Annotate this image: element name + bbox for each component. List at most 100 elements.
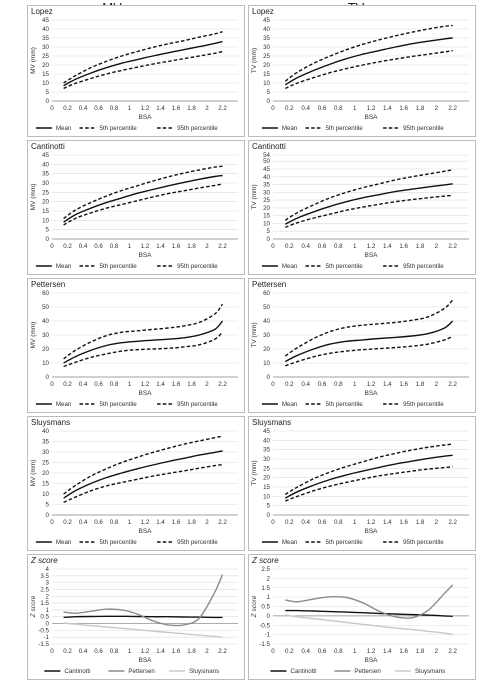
x-tick-label: 0.2	[63, 519, 72, 526]
y-tick-label: 25	[42, 53, 49, 60]
y-tick-label: 5	[46, 502, 50, 509]
y-tick-label: 45	[263, 17, 270, 24]
series-line-mean	[284, 320, 454, 363]
x-tick-label: 0	[50, 381, 54, 388]
x-tick-label: 1.8	[416, 243, 425, 250]
series-line-95th-percentile	[284, 299, 454, 357]
y-axis-title: MV (mm)	[30, 322, 37, 349]
y-tick-label: 30	[42, 332, 49, 339]
x-tick-label: 1	[353, 243, 357, 250]
chart-tv-lopez: 0 5 10 15 20 25 30 35 40 45 0 0.2 0.4 0.6 0.8 1 1.2 1.4 1.…	[251, 17, 469, 132]
x-tick-label: 1.6	[399, 105, 408, 112]
y-tick-label: 5	[267, 228, 271, 235]
panel-title: Lopez	[252, 7, 274, 16]
y-tick-label: 15	[263, 71, 270, 78]
y-tick-label: 30	[263, 456, 270, 463]
x-tick-label: 0.6	[318, 381, 327, 388]
x-tick-label: 0.4	[301, 105, 310, 112]
x-tick-label: 1.2	[141, 105, 150, 112]
panel-tv-zscore: Z score -1.5 -1 -0.5 0 0.5 1 1.5 2 2.5 0 0.2 0.4 0.6…	[248, 554, 476, 680]
y-tick-label: 5	[46, 227, 50, 234]
x-axis-title: BSA	[138, 252, 152, 259]
x-tick-label: 0.2	[63, 381, 72, 388]
series-line-5th-percentile	[63, 331, 223, 368]
series-line-mean	[63, 174, 223, 223]
x-tick-label: 0.4	[79, 648, 88, 655]
x-tick-label: 2.2	[448, 105, 457, 112]
y-tick-label: 20	[42, 346, 49, 353]
legend-label: 5th percentile	[326, 263, 364, 270]
x-tick-label: 0.6	[94, 105, 103, 112]
chart-mv-cantinotti: 0 5 10 15 20 25 30 35 40 45 0 0.2 0.4 0.6 0.8 1 1.2 1.4 1.…	[30, 152, 238, 270]
x-tick-label: 0	[271, 105, 275, 112]
y-tick-label: 40	[263, 174, 270, 181]
legend-label: 5th percentile	[326, 539, 364, 546]
x-tick-label: 1.6	[172, 648, 181, 655]
x-tick-label: 2	[205, 648, 209, 655]
x-tick-label: 1.6	[399, 243, 408, 250]
x-tick-label: 1.2	[141, 243, 150, 250]
x-tick-label: 2.2	[448, 243, 457, 250]
x-tick-label: 1.8	[187, 105, 196, 112]
panel-title: Lopez	[31, 7, 53, 16]
y-tick-label: 20	[263, 205, 270, 212]
y-tick-label: -0.5	[259, 622, 270, 629]
x-tick-label: 0.2	[285, 519, 294, 526]
x-tick-label: 1	[353, 519, 357, 526]
series-line-mean	[63, 450, 223, 499]
x-tick-label: 2	[435, 519, 439, 526]
x-tick-label: 1	[353, 105, 357, 112]
y-tick-label: 10	[42, 217, 49, 224]
x-tick-label: 2	[435, 648, 439, 655]
x-tick-label: 0.4	[79, 243, 88, 250]
x-tick-label: 1.2	[141, 381, 150, 388]
y-tick-label: 0.5	[261, 604, 270, 611]
x-tick-label: 0.4	[301, 381, 310, 388]
y-tick-label: 54	[263, 152, 270, 159]
series-line-5th-percentile	[285, 335, 453, 367]
legend-label: 95th percentile	[403, 401, 444, 408]
y-tick-label: 30	[42, 449, 49, 456]
x-tick-label: 0.4	[301, 648, 310, 655]
x-tick-label: 1	[128, 519, 132, 526]
x-axis-title: BSA	[364, 390, 378, 397]
legend-label: 95th percentile	[403, 539, 444, 546]
y-tick-label: 0	[267, 613, 271, 620]
x-tick-label: 1.8	[187, 381, 196, 388]
x-tick-label: 1.6	[399, 519, 408, 526]
y-tick-label: 10	[42, 491, 49, 498]
panel-mv-zscore: Z score -1.5 -1 -0.5 0 0.5 1 1.5 2 2.5 3 3.5 4 0 0.2 0…	[27, 554, 245, 680]
y-tick-label: -1.5	[259, 641, 270, 648]
x-tick-label: 1.8	[416, 381, 425, 388]
chart-tv-zscore: -1.5 -1 -0.5 0 0.5 1 1.5 2 2.5 0 0.2 0.4 0.6 0.8 1 1.2 1…	[251, 566, 469, 675]
y-tick-label: 15	[263, 213, 270, 220]
legend-label: 95th percentile	[177, 539, 218, 546]
y-tick-label: 25	[263, 197, 270, 204]
y-tick-label: 0	[46, 236, 50, 243]
y-axis-title: TV (mm)	[251, 184, 258, 209]
y-tick-label: 1.5	[261, 585, 270, 592]
x-tick-label: 0.8	[334, 381, 343, 388]
x-tick-label: 2	[205, 381, 209, 388]
x-tick-label: 2.2	[218, 243, 227, 250]
x-tick-label: 1	[353, 381, 357, 388]
legend-label: Mean	[282, 539, 298, 546]
x-tick-label: 0.8	[110, 381, 119, 388]
x-tick-label: 0.2	[285, 381, 294, 388]
x-tick-label: 1.6	[172, 519, 181, 526]
x-tick-label: 1.8	[187, 519, 196, 526]
legend-label: Mean	[282, 401, 298, 408]
x-tick-label: 0.8	[334, 105, 343, 112]
panel-tv-cantinotti: Cantinotti 0 5 10 15 20 25 30 35 40 45 50 54 0 0.2 0.4…	[248, 140, 476, 275]
x-axis-title: BSA	[138, 390, 152, 397]
chart-tv-pettersen: 0 10 20 30 40 50 60 0 0.2 0.4 0.6 0.8 1 1.2 1.4 1.6 1.8 2…	[251, 290, 469, 408]
y-tick-label: 45	[263, 166, 270, 173]
legend-label: Mean	[282, 263, 298, 270]
series-line-mean	[284, 183, 453, 225]
series-line-pettersen	[285, 584, 454, 619]
x-tick-label: 1.4	[383, 519, 392, 526]
x-tick-label: 1.6	[172, 105, 181, 112]
y-tick-label: 0	[267, 374, 271, 381]
y-tick-label: 30	[263, 44, 270, 51]
